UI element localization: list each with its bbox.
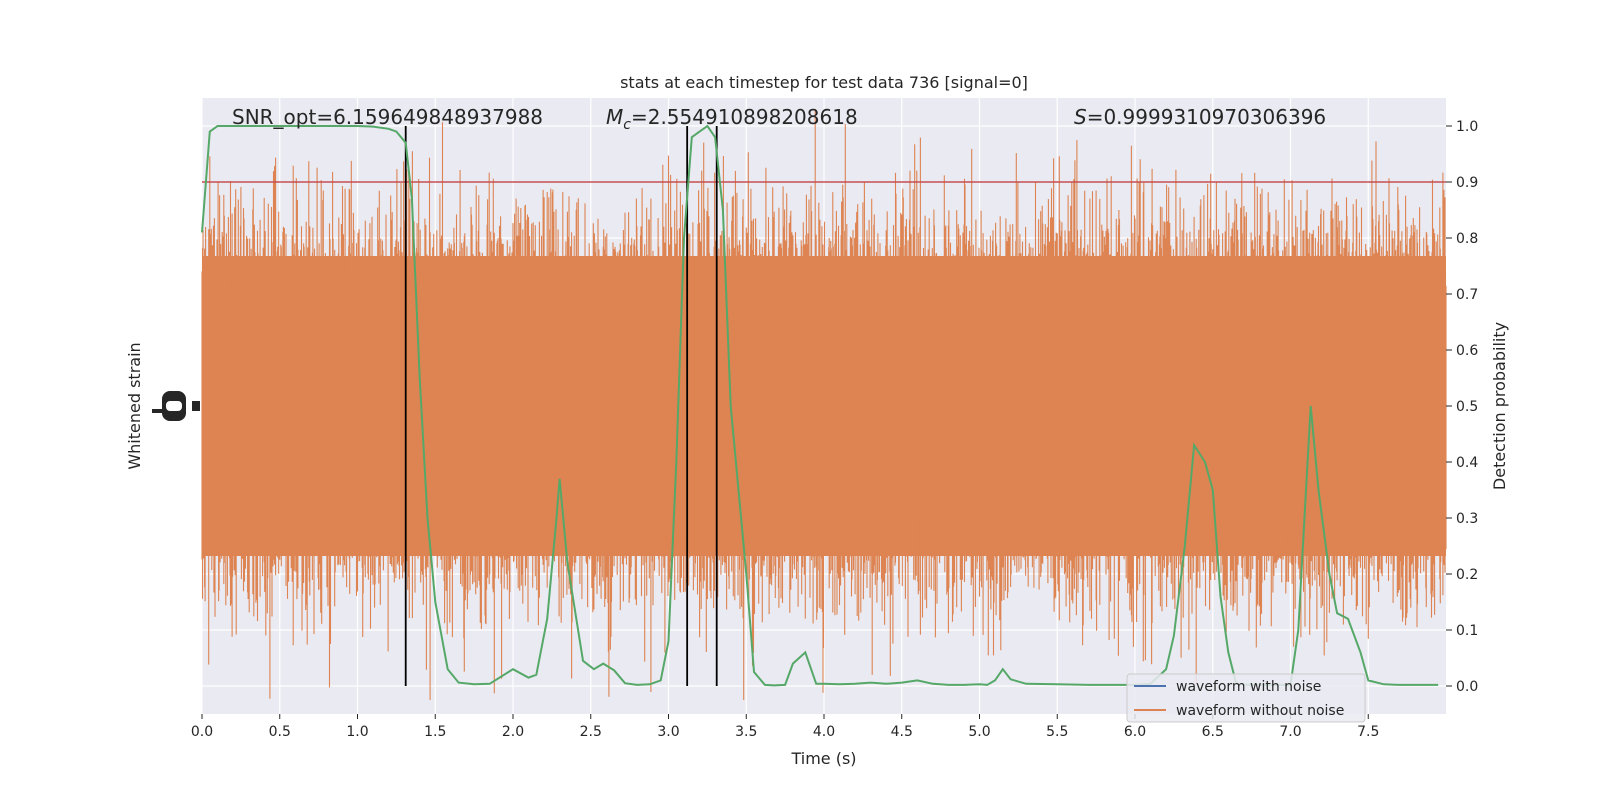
chirp-mass-subscript: c (623, 117, 631, 133)
x-tick-label: 5.0 (968, 724, 990, 740)
y-tick-label: 0.8 (1456, 231, 1478, 247)
x-tick-label: 5.5 (1046, 724, 1068, 740)
x-tick-label: 2.5 (580, 724, 602, 740)
x-ticks-layer: 0.0 0.5 1.0 1.5 2.0 2.5 3.0 3.5 4.0 4.5 5.0 5.5 6.0 6… (191, 714, 1379, 740)
x-tick-label: 2.0 (502, 724, 524, 740)
y-tick-label: 0.1 (1456, 623, 1478, 639)
x-axis-label: Time (s) (790, 749, 856, 768)
y-tick-label: 0.2 (1456, 567, 1478, 583)
y-tick-label: 0.0 (1456, 679, 1478, 695)
x-tick-label: 1.5 (424, 724, 446, 740)
chirp-mass-symbol: M (606, 105, 623, 129)
x-tick-label: 6.0 (1124, 724, 1146, 740)
x-tick-label: 0.0 (191, 724, 213, 740)
s-symbol: S (1074, 105, 1087, 129)
x-tick-label: 7.0 (1279, 724, 1301, 740)
legend: waveform with noise waveform without noi… (1126, 673, 1366, 723)
legend-box (1126, 673, 1366, 723)
x-tick-label: 0.5 (269, 724, 291, 740)
x-tick-label: 3.0 (657, 724, 679, 740)
snr-annotation: SNR_opt=6.159649848937988 (232, 105, 543, 129)
s-annotation: S=0.9999310970306396 (1074, 105, 1326, 129)
y-tick-label: 0.3 (1456, 511, 1478, 527)
y-tick-label: 0.9 (1456, 175, 1478, 191)
left-axis-tick-glyph (162, 391, 186, 415)
y-tick-label: 0.6 (1456, 343, 1478, 359)
chirp-mass-value: =2.554910898208618 (631, 105, 858, 129)
x-tick-label: 4.5 (891, 724, 913, 740)
legend-label-with-noise: waveform with noise (1176, 679, 1321, 695)
y-tick-label: 0.5 (1456, 399, 1478, 415)
x-tick-label: 3.5 (735, 724, 757, 740)
s-value: =0.9999310970306396 (1087, 105, 1326, 129)
legend-label-without-noise: waveform without noise (1176, 703, 1344, 719)
y-right-axis-label: Detection probability (1490, 322, 1509, 490)
y-tick-label: 1.0 (1456, 119, 1478, 135)
x-tick-label: 7.5 (1357, 724, 1379, 740)
chart-title: stats at each timestep for test data 736… (620, 73, 1028, 92)
y-left-axis-label: Whitened strain (125, 342, 144, 469)
y-tick-label: 0.4 (1456, 455, 1478, 471)
strain-noise-layer (201, 108, 1447, 700)
y-right-ticks-layer: 0.0 0.1 0.2 0.3 0.4 0.5 0.6 0.7 0.8 0.9 1.0 (1446, 119, 1478, 695)
chirp-mass-annotation: Mc=2.554910898208618 (606, 105, 858, 133)
y-tick-label: 0.7 (1456, 287, 1478, 303)
detection-probability-line (201, 124, 1439, 687)
x-tick-label: 4.0 (813, 724, 835, 740)
strain-noise-trace (201, 108, 1447, 700)
left-axis-ticks-cluster (152, 391, 200, 421)
x-tick-label: 1.0 (346, 724, 368, 740)
left-axis-tick-mark (192, 401, 200, 411)
vertical-lines-layer (404, 126, 718, 686)
x-tick-label: 6.5 (1202, 724, 1224, 740)
